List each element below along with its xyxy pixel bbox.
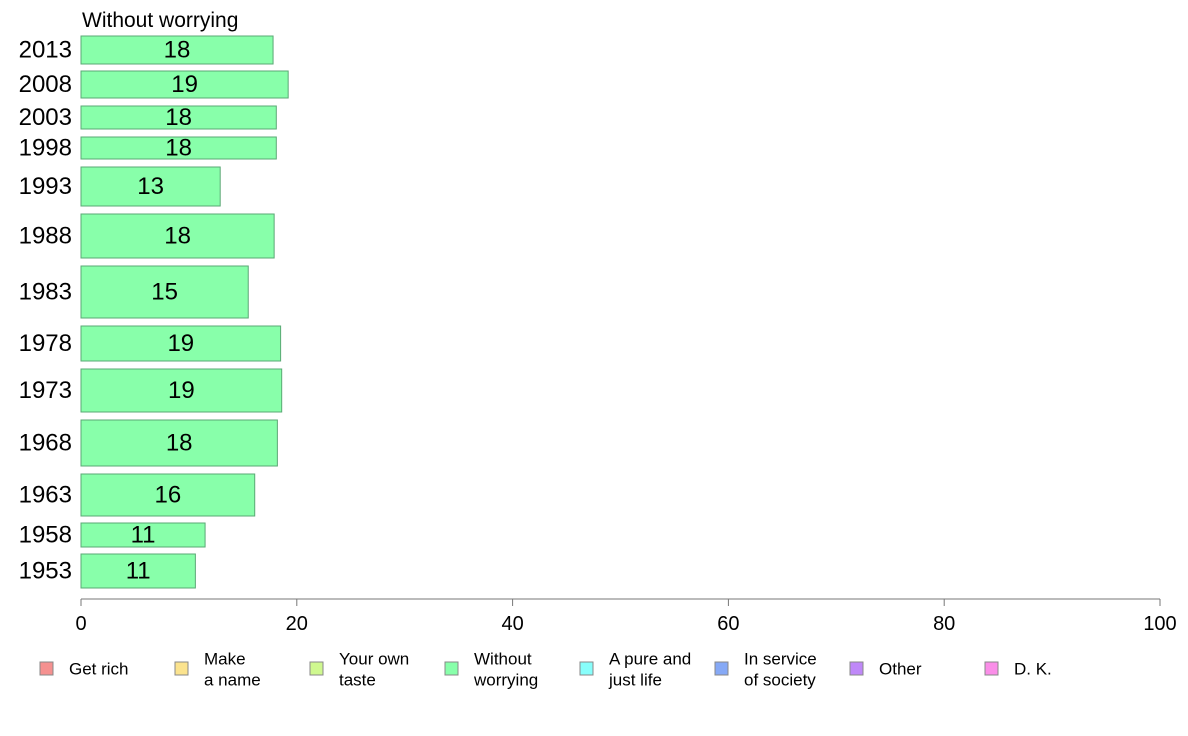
bar-1968 (80, 419, 278, 467)
bars-group: 2013 18 2008 19 2003 18 1998 18 1993 13 1988 18 1983… (19, 35, 289, 589)
bar-1983 (80, 265, 249, 319)
x-tick-label-0: 0 (75, 613, 86, 635)
bar-value-label-2008: 19 (171, 71, 198, 98)
legend-label-7-0: D. K. (1014, 660, 1052, 679)
bar-value-label-1968: 18 (166, 430, 193, 457)
year-label-2008: 2008 (19, 71, 72, 98)
bar-value-label-1998: 18 (165, 135, 192, 162)
legend-label-4-1: just life (608, 671, 662, 690)
legend-swatch-1 (174, 661, 189, 676)
bar-1993 (80, 166, 221, 207)
year-label-1968: 1968 (19, 430, 72, 457)
x-tick-label-100: 100 (1143, 613, 1176, 635)
legend-label-2-0: Your own (339, 650, 409, 669)
year-label-1958: 1958 (19, 522, 72, 549)
legend-swatch-7 (984, 661, 999, 676)
bar-1958 (80, 522, 206, 548)
bar-1953 (80, 553, 196, 589)
year-label-1973: 1973 (19, 377, 72, 404)
bar-value-label-1973: 19 (168, 377, 195, 404)
bar-value-label-2013: 18 (164, 37, 191, 64)
year-label-1953: 1953 (19, 558, 72, 585)
legend-swatch-2 (309, 661, 324, 676)
legend-label-0-0: Get rich (69, 660, 129, 679)
legend-label-5-0: In service (744, 650, 817, 669)
legend-label-3-0: Without (474, 650, 532, 669)
legend-label-5-1: of society (744, 671, 816, 690)
bar-1963 (80, 473, 256, 517)
year-label-2003: 2003 (19, 104, 72, 131)
legend-label-1-1: a name (204, 671, 261, 690)
bar-1978 (80, 325, 282, 362)
x-tick-label-60: 60 (717, 613, 739, 635)
bar-value-label-1993: 13 (137, 173, 164, 200)
legend-swatch-5 (714, 661, 729, 676)
bar-value-label-1983: 15 (151, 279, 178, 306)
legend-label-2-1: taste (339, 671, 376, 690)
bar-2003 (80, 105, 277, 130)
year-label-1983: 1983 (19, 279, 72, 306)
x-tick-label-20: 20 (286, 613, 308, 635)
legend-label-3-1: worrying (473, 671, 538, 690)
bar-value-label-1953: 11 (126, 558, 151, 585)
year-label-1963: 1963 (19, 482, 72, 509)
bar-value-label-1958: 11 (131, 522, 156, 549)
legend: Get rich Make a name Your own taste Without wo… (39, 650, 1052, 690)
year-label-1998: 1998 (19, 135, 72, 162)
legend-swatch-3 (444, 661, 459, 676)
bar-value-label-2003: 18 (165, 104, 192, 131)
x-tick-label-80: 80 (933, 613, 955, 635)
bar-2013 (80, 35, 274, 65)
legend-label-6-0: Other (879, 660, 922, 679)
bar-value-label-1988: 18 (164, 223, 191, 250)
bar-value-label-1978: 19 (167, 330, 194, 357)
bar-value-label-1963: 16 (155, 482, 182, 509)
x-axis: 0 20 40 60 80 100 (75, 598, 1177, 635)
bar-2008 (80, 70, 289, 99)
year-label-1988: 1988 (19, 223, 72, 250)
legend-swatch-4 (579, 661, 594, 676)
x-tick-label-40: 40 (501, 613, 523, 635)
year-label-2013: 2013 (19, 37, 72, 64)
bar-1973 (80, 368, 283, 413)
year-label-1993: 1993 (19, 173, 72, 200)
year-label-1978: 1978 (19, 330, 72, 357)
bar-1988 (80, 213, 275, 259)
legend-swatch-6 (849, 661, 864, 676)
legend-label-1-0: Make (204, 650, 246, 669)
bar-1998 (80, 136, 277, 160)
legend-label-4-0: A pure and (609, 650, 691, 669)
legend-swatch-0 (39, 661, 54, 676)
panel-title: Without worrying (82, 9, 238, 32)
